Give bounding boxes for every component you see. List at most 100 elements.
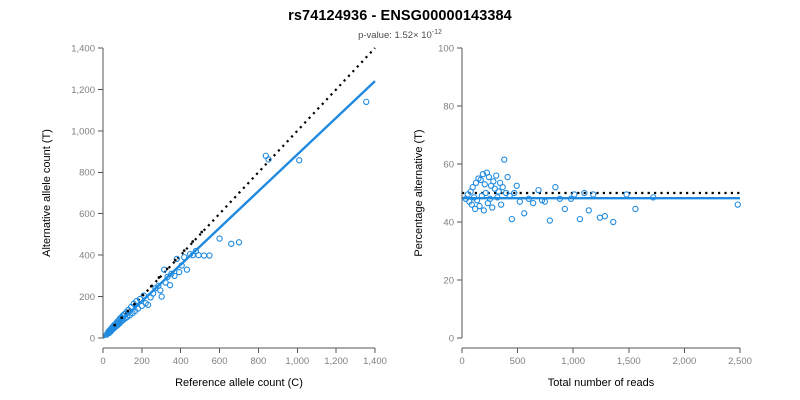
axes: 0 20 40 60 80 100 0 500 1,000 1,500 2,000 2,500 Tota… (413, 43, 752, 389)
y-tick-label: 400 (79, 251, 95, 262)
series-samples (103, 98, 370, 338)
pvalue-text: p-value: 1.52× 10 (358, 30, 432, 42)
series-samples (462, 156, 741, 226)
data-point (482, 189, 489, 197)
data-point (734, 201, 741, 208)
data-point (561, 205, 569, 213)
data-layer (103, 47, 376, 339)
y-tick-label: 80 (443, 101, 454, 112)
y-tick-label: 200 (79, 292, 95, 303)
data-point (178, 262, 185, 269)
data-point (556, 195, 564, 202)
data-point (477, 176, 484, 184)
data-point (581, 189, 588, 197)
data-point (576, 215, 584, 223)
data-point (363, 98, 370, 106)
data-point (494, 194, 501, 201)
x-tick-label: 1,200 (324, 356, 348, 367)
reference-line (103, 47, 376, 339)
data-point (182, 249, 186, 252)
regression-line (103, 80, 376, 339)
data-point (173, 258, 177, 262)
data-point (497, 201, 505, 208)
data-point (157, 276, 161, 279)
data-point (485, 173, 493, 181)
data-point (149, 284, 153, 288)
data-point (136, 295, 144, 303)
data-point (478, 192, 485, 200)
figure-subtitle: p-value: 1.52× 10-12 (0, 29, 800, 41)
data-point (166, 282, 174, 289)
data-point (173, 255, 180, 263)
data-point (183, 266, 191, 273)
data-point (530, 199, 537, 207)
data-point (468, 201, 475, 208)
y-tick-label: 600 (79, 209, 95, 220)
x-tick-label: 1,000 (561, 356, 585, 367)
x-tick-label: 2,500 (728, 356, 752, 367)
y-tick-label: 1,000 (71, 126, 95, 137)
data-point (176, 268, 183, 276)
data-point (504, 173, 511, 181)
data-layer (462, 156, 741, 226)
data-point (158, 293, 165, 300)
x-tick-label: 500 (510, 356, 526, 367)
y-tick-label: 0 (449, 333, 454, 344)
data-point (216, 235, 223, 242)
x-axis-title: Reference allele count (C) (175, 377, 303, 389)
data-point (546, 217, 553, 224)
y-tick-label: 60 (443, 159, 454, 170)
data-point (235, 239, 243, 246)
data-point (481, 181, 488, 188)
data-point (480, 207, 487, 214)
y-tick-label: 40 (443, 217, 454, 228)
data-point (164, 273, 171, 281)
x-tick-label: 200 (134, 356, 150, 367)
data-point (200, 252, 208, 259)
y-tick-label: 100 (438, 43, 454, 54)
data-point (469, 184, 476, 191)
x-tick-label: 0 (459, 356, 464, 367)
data-point (535, 186, 542, 194)
x-tick-label: 1,400 (363, 356, 387, 367)
data-point (489, 204, 496, 211)
y-tick-label: 0 (90, 333, 95, 344)
series-overlap-dark (113, 230, 204, 327)
x-tick-label: 400 (173, 356, 189, 367)
x-tick-label: 0 (100, 356, 105, 367)
data-point (473, 197, 481, 204)
data-point (525, 195, 532, 202)
data-point (610, 218, 617, 226)
y-tick-label: 20 (443, 275, 454, 286)
data-point (144, 301, 152, 309)
data-point (486, 195, 494, 202)
data-point (596, 214, 604, 221)
y-axis-title: Alternative allele count (T) (41, 129, 53, 257)
data-point (195, 251, 202, 259)
data-point (650, 194, 657, 201)
data-point (632, 205, 639, 213)
data-point (601, 213, 609, 220)
data-point (567, 195, 575, 202)
scatter-plot-right: 0 20 40 60 80 100 0 500 1,000 1,500 2,000 2,500 Tota… (413, 43, 752, 389)
data-point (189, 251, 196, 259)
x-tick-label: 2,000 (673, 356, 697, 367)
data-point (206, 252, 213, 259)
data-point (585, 207, 592, 214)
data-point (149, 290, 157, 297)
data-point (501, 156, 508, 163)
data-point (476, 202, 483, 210)
axes: 0 200 400 600 800 1,000 1,200 1,400 0 200 400 600 80… (41, 43, 387, 389)
x-tick-label: 600 (212, 356, 228, 367)
data-point (157, 287, 164, 294)
data-point (490, 178, 497, 185)
data-point (265, 156, 272, 163)
data-point (200, 230, 204, 234)
x-tick-label: 1,500 (617, 356, 641, 367)
data-point (571, 191, 578, 198)
data-point (493, 172, 500, 179)
data-point (141, 293, 145, 297)
data-point (590, 191, 597, 198)
data-point (296, 157, 303, 164)
